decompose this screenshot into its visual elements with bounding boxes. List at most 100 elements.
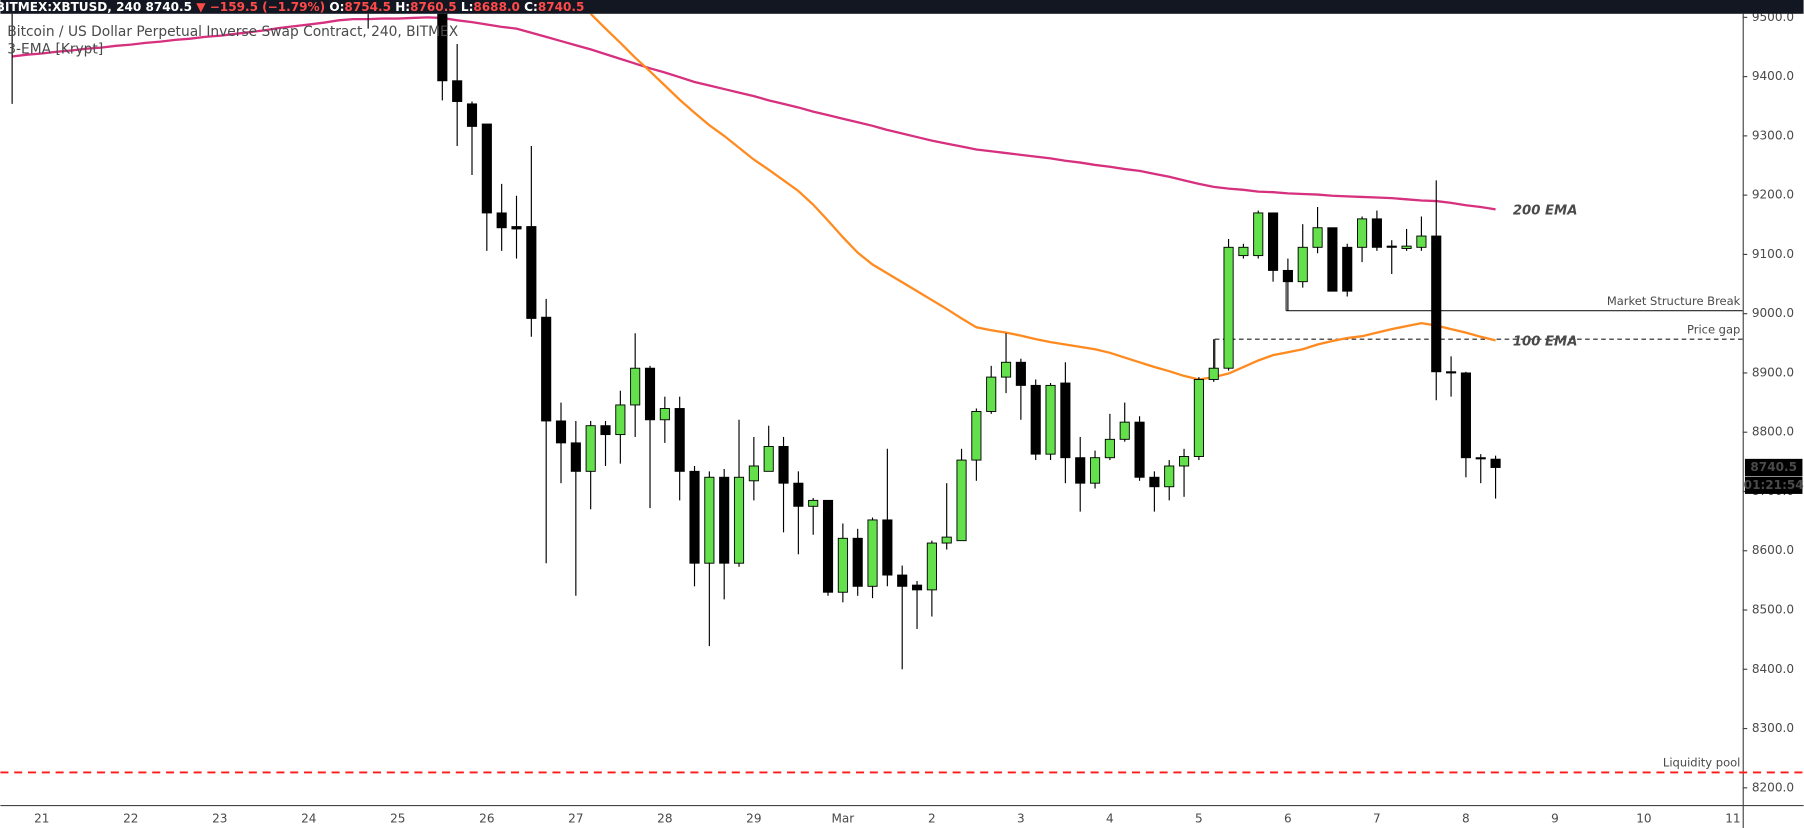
candle-body bbox=[1178, 456, 1190, 467]
candle-body bbox=[600, 425, 611, 436]
candle-body bbox=[837, 537, 848, 593]
y-tick-label: 8600.0 bbox=[1752, 543, 1794, 557]
x-tick-label: 9 bbox=[1551, 811, 1559, 825]
x-tick-label: 11 bbox=[1725, 811, 1740, 825]
x-tick-label: 27 bbox=[568, 811, 583, 825]
candle-body bbox=[526, 226, 537, 319]
legend-indicator: 3-EMA [Krypt] bbox=[7, 41, 103, 57]
x-tick-label: 7 bbox=[1373, 811, 1381, 825]
symbol: BITMEX:XBTUSD, 240 bbox=[0, 0, 141, 13]
candle-body bbox=[1164, 465, 1175, 488]
candle-body bbox=[793, 482, 804, 507]
price-tag bbox=[1744, 458, 1803, 477]
x-tick-label: 24 bbox=[301, 811, 316, 825]
y-tick-label: 8800.0 bbox=[1752, 425, 1794, 439]
candle-body bbox=[911, 584, 923, 591]
candle-body bbox=[1357, 218, 1368, 248]
ema-line bbox=[589, 13, 1496, 381]
level-label: Market Structure Break bbox=[1607, 294, 1741, 308]
candle-body bbox=[644, 367, 656, 421]
x-tick-label: 22 bbox=[123, 811, 138, 825]
candle-body bbox=[1327, 227, 1338, 292]
plot-area bbox=[11, 13, 1743, 670]
change: ▼ −159.5 (−1.79%) bbox=[196, 0, 325, 13]
candle-body bbox=[1371, 218, 1382, 248]
candle-body bbox=[1253, 212, 1264, 257]
candle-body bbox=[704, 476, 715, 564]
candle-body bbox=[986, 376, 997, 412]
candle-body bbox=[1030, 384, 1041, 455]
candle-body bbox=[1446, 371, 1457, 374]
y-tick-label: 8900.0 bbox=[1752, 365, 1794, 379]
candle-body bbox=[541, 316, 552, 422]
x-tick-label: 29 bbox=[746, 811, 761, 825]
candle-body bbox=[1045, 384, 1056, 455]
candle-body bbox=[1104, 438, 1115, 459]
x-tick-label: 3 bbox=[1017, 811, 1025, 825]
x-tick-label: 6 bbox=[1284, 811, 1292, 825]
x-tick-label: 26 bbox=[479, 811, 494, 825]
x-tick-label: 4 bbox=[1106, 811, 1114, 825]
candle-body bbox=[1342, 246, 1353, 292]
ohlc-key: C: bbox=[524, 0, 538, 13]
candle-body bbox=[1223, 246, 1234, 369]
ohlc-value: 8760.5 bbox=[410, 0, 457, 13]
candle-body bbox=[481, 123, 492, 214]
y-tick-label: 9100.0 bbox=[1752, 247, 1794, 261]
candle-body bbox=[1475, 457, 1486, 460]
ema-label: 100 EMA bbox=[1513, 335, 1578, 350]
candle-body bbox=[1119, 421, 1130, 440]
candle-body bbox=[1386, 245, 1397, 248]
candle-body bbox=[808, 499, 819, 507]
candle-body bbox=[496, 212, 507, 229]
candle-body bbox=[1297, 246, 1308, 283]
ema-line bbox=[11, 16, 1496, 211]
x-tick-label: 25 bbox=[390, 811, 405, 825]
candle-body bbox=[1490, 458, 1501, 468]
y-tick-label: 9000.0 bbox=[1752, 306, 1794, 320]
candle-body bbox=[1460, 372, 1471, 459]
candle-body bbox=[897, 574, 908, 587]
y-tick-label: 9300.0 bbox=[1752, 128, 1794, 142]
candle-body bbox=[1089, 457, 1101, 484]
ohlc-key: O: bbox=[329, 0, 344, 13]
y-tick-label: 8400.0 bbox=[1752, 662, 1794, 676]
candle-body bbox=[1015, 361, 1026, 386]
candle-body bbox=[1431, 235, 1442, 373]
x-tick-label: 2 bbox=[928, 811, 936, 825]
x-tick-label: 8 bbox=[1462, 811, 1470, 825]
candle-body bbox=[956, 459, 967, 542]
candle-body bbox=[437, 13, 448, 82]
x-tick-label: Mar bbox=[831, 811, 854, 825]
x-tick-label: 10 bbox=[1636, 811, 1651, 825]
candle-body bbox=[570, 442, 581, 472]
legend-instrument: Bitcoin / US Dollar Perpetual Inverse Sw… bbox=[7, 24, 458, 40]
header: BITMEX:XBTUSD, 240 8740.5 ▼ −159.5 (−1.7… bbox=[0, 0, 584, 13]
candle-body bbox=[452, 80, 463, 102]
y-tick-label: 9400.0 bbox=[1752, 69, 1794, 83]
candle-body bbox=[1060, 382, 1071, 459]
candle-body bbox=[630, 367, 641, 406]
candle-body bbox=[867, 519, 878, 587]
candle-body bbox=[748, 465, 759, 482]
ohlc-value: 8688.0 bbox=[473, 0, 520, 13]
candle-body bbox=[926, 542, 937, 591]
x-tick-label: 21 bbox=[34, 811, 49, 825]
candle-body bbox=[1000, 361, 1012, 378]
candle-body bbox=[1416, 235, 1427, 248]
y-tick-label: 8300.0 bbox=[1752, 721, 1794, 735]
candle-body bbox=[1312, 227, 1323, 248]
candle-body bbox=[674, 408, 685, 472]
candle-body bbox=[659, 408, 670, 421]
candle-body bbox=[1268, 212, 1279, 271]
candle-body bbox=[555, 420, 567, 444]
candle-body bbox=[615, 404, 626, 436]
ohlc-key: H: bbox=[395, 0, 410, 13]
candle-body bbox=[1208, 367, 1219, 380]
countdown-label: 01:21:54 bbox=[1744, 478, 1804, 492]
candle-body bbox=[733, 476, 745, 564]
candle-body bbox=[1282, 269, 1293, 283]
